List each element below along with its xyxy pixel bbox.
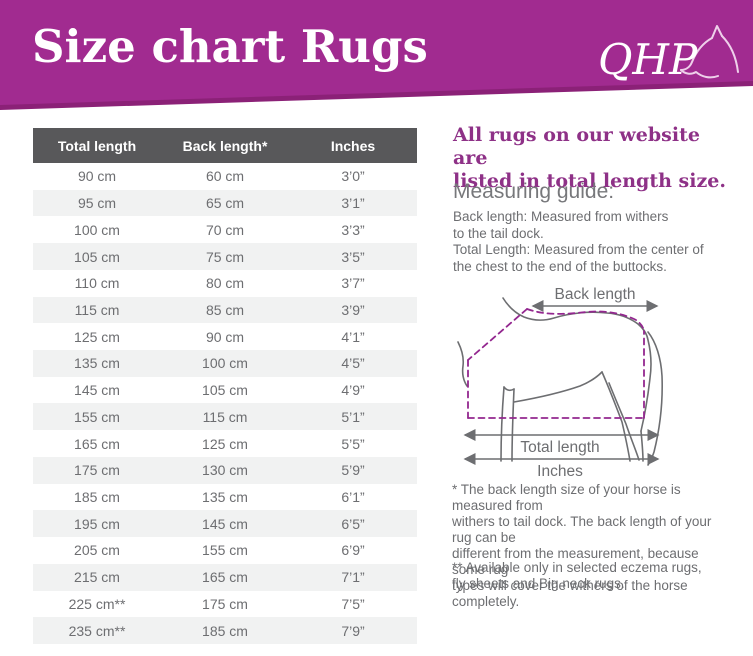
table-row: 105 cm 75 cm 3’5” xyxy=(33,243,417,270)
footnote-back-length: * The back length size of your horse is … xyxy=(452,482,712,609)
size-table: Total length Back length* Inches 90 cm 60 c… xyxy=(33,128,417,644)
table-cell: 205 cm xyxy=(74,542,120,559)
size-table-body: 90 cm 60 cm 3’0” 95 cm 65 cm 3’1” 100 cm 70 cm 3… xyxy=(33,163,417,644)
table-row: 235 cm** 185 cm 7’9” xyxy=(33,617,417,644)
inches-label: Inches xyxy=(537,463,583,480)
table-cell: 80 cm xyxy=(205,275,245,292)
table-row: 165 cm 125 cm 5’5” xyxy=(33,430,417,457)
table-row: 175 cm 130 cm 5’9” xyxy=(33,456,417,484)
table-cell: 3’9” xyxy=(341,301,365,318)
table-cell: 135 cm xyxy=(74,355,120,372)
table-cell: 60 cm xyxy=(205,168,245,185)
table-cell: 125 cm xyxy=(202,435,248,452)
table-cell: 195 cm xyxy=(74,515,120,532)
table-row: 135 cm 100 cm 4’5” xyxy=(33,350,417,377)
table-cell: 105 cm xyxy=(202,382,248,399)
intro-heading: All rugs on our website are listed in to… xyxy=(453,124,726,192)
table-cell: 145 cm xyxy=(202,515,248,532)
horse-head-icon xyxy=(680,25,739,79)
table-cell: 3’3” xyxy=(341,221,365,238)
table-cell: 155 cm xyxy=(202,542,248,559)
table-cell: 175 cm xyxy=(202,595,248,612)
table-cell: 165 cm xyxy=(74,435,120,452)
table-row: 205 cm 155 cm 6’9” xyxy=(33,537,417,564)
table-cell: 85 cm xyxy=(205,301,245,318)
table-cell: 165 cm xyxy=(202,569,248,586)
table-cell: 7’9” xyxy=(341,622,365,639)
table-row: 145 cm 105 cm 4’9” xyxy=(33,376,417,404)
column-header: Inches xyxy=(330,137,376,154)
table-cell: 4’1” xyxy=(341,328,365,345)
column-header: Back length* xyxy=(182,137,268,154)
table-cell: 145 cm xyxy=(74,382,120,399)
table-cell: 6’5” xyxy=(341,515,365,532)
table-cell: 115 cm xyxy=(74,301,120,318)
table-cell: 75 cm xyxy=(205,248,245,265)
table-cell: 4’5” xyxy=(341,355,365,372)
table-cell: 235 cm** xyxy=(68,622,126,639)
table-cell: 3’7” xyxy=(341,275,365,292)
table-cell: 5’9” xyxy=(341,462,365,479)
table-cell: 155 cm xyxy=(74,408,120,425)
table-cell: 185 cm xyxy=(202,622,248,639)
qhp-logo: QHP xyxy=(598,25,739,84)
horse-measurement-diagram: Back length Total length Inches xyxy=(457,286,663,480)
table-row: 90 cm 60 cm 3’0” xyxy=(33,163,417,190)
table-cell: 95 cm xyxy=(77,195,117,212)
footnote-availability: ** Available only in selected eczema rug… xyxy=(452,560,702,591)
table-cell: 5’5” xyxy=(341,435,365,452)
table-cell: 185 cm xyxy=(74,488,120,505)
table-cell: 90 cm xyxy=(77,168,117,185)
table-cell: 100 cm xyxy=(202,355,248,372)
table-cell: 125 cm xyxy=(74,328,120,345)
table-cell: 3’1” xyxy=(341,195,365,212)
table-cell: 3’0” xyxy=(341,168,365,185)
table-cell: 130 cm xyxy=(202,462,248,479)
measuring-guide-heading: Measuring guide: xyxy=(453,180,615,203)
table-cell: 6’1” xyxy=(341,488,365,505)
total-length-label: Total length xyxy=(520,439,599,456)
table-cell: 105 cm xyxy=(74,248,120,265)
table-row: 100 cm 70 cm 3’3” xyxy=(33,216,417,244)
table-cell: 4’9” xyxy=(341,382,365,399)
table-row: 155 cm 115 cm 5’1” xyxy=(33,403,417,431)
table-cell: 175 cm xyxy=(74,462,120,479)
table-cell: 65 cm xyxy=(205,195,245,212)
table-cell: 135 cm xyxy=(202,488,248,505)
table-row: 185 cm 135 cm 6’1” xyxy=(33,483,417,511)
table-row: 225 cm** 175 cm 7’5” xyxy=(33,590,417,618)
table-cell: 115 cm xyxy=(202,408,248,425)
table-row: 195 cm 145 cm 6’5” xyxy=(33,510,417,538)
table-row: 215 cm 165 cm 7’1” xyxy=(33,563,417,591)
measuring-guide-text: Back length: Measured from withers to th… xyxy=(453,209,704,274)
table-cell: 100 cm xyxy=(74,221,120,238)
rug-dashed-outline xyxy=(467,308,645,419)
table-cell: 7’5” xyxy=(341,595,365,612)
table-row: 110 cm 80 cm 3’7” xyxy=(33,269,417,297)
table-cell: 225 cm** xyxy=(68,595,126,612)
table-cell: 215 cm xyxy=(74,569,120,586)
table-row: 95 cm 65 cm 3’1” xyxy=(33,189,417,217)
table-cell: 3’5” xyxy=(341,248,365,265)
table-cell: 5’1” xyxy=(341,408,365,425)
page-title: Size chart Rugs xyxy=(32,20,428,73)
table-cell: 7’1” xyxy=(341,569,365,586)
table-row: 125 cm 90 cm 4’1” xyxy=(33,323,417,351)
back-length-label: Back length xyxy=(555,286,636,303)
table-row: 115 cm 85 cm 3’9” xyxy=(33,296,417,324)
table-cell: 110 cm xyxy=(74,275,120,292)
table-cell: 70 cm xyxy=(205,221,245,238)
qhp-logo-text: QHP xyxy=(598,35,698,84)
size-table-header: Total length Back length* Inches xyxy=(33,128,417,163)
table-cell: 6’9” xyxy=(341,542,365,559)
table-cell: 90 cm xyxy=(205,328,245,345)
column-header: Total length xyxy=(57,137,137,154)
